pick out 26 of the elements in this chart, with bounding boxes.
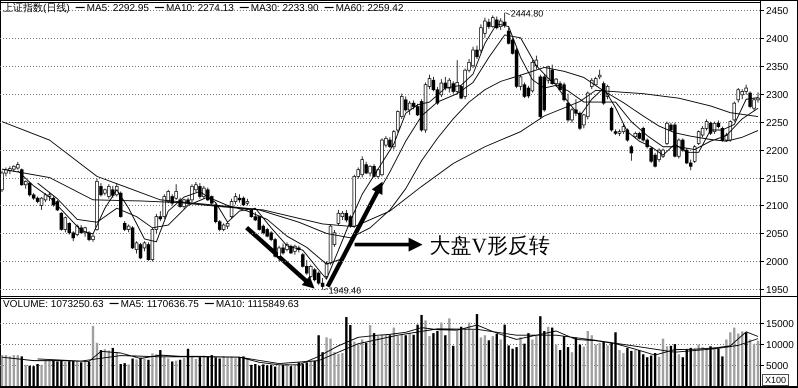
legend-label: MA10: 2274.13 (166, 3, 234, 14)
y-tick-label: 2050 (766, 229, 789, 240)
y-tick-label: 2000 (766, 257, 789, 268)
y-tick-label: 15000 (766, 319, 794, 330)
chart-title: 上证指数(日线) (3, 2, 70, 14)
text: X100 (765, 375, 786, 385)
y-tick-label: 2450 (766, 6, 789, 17)
y-tick-label: 2350 (766, 62, 789, 73)
annotation: 大盘V形反转 (430, 234, 550, 258)
y-tick-label: 2100 (766, 201, 789, 212)
y-tick-label: 2300 (766, 90, 789, 101)
y-tick-label: 2250 (766, 118, 789, 129)
annotation: 1949.46 (328, 286, 362, 296)
annotation: 2444.80 (510, 8, 544, 19)
legend-label: MA10: 1115849.63 (216, 299, 300, 310)
y-tick-label: 2200 (766, 146, 789, 157)
y-tick-label: 1950 (766, 285, 789, 296)
y-tick-label: 2400 (766, 34, 789, 45)
y-tick-label: 10000 (766, 340, 794, 351)
legend-label: MA5: 2292.95 (86, 3, 150, 14)
chart-title: VOLUME: 1073250.63 (3, 299, 104, 310)
legend-label: MA60: 2259.42 (336, 3, 404, 14)
legend-label: MA5: 1170636.75 (120, 299, 200, 310)
legend-label: MA30: 2233.90 (250, 3, 320, 14)
y-tick-label: 5000 (766, 361, 789, 372)
y-tick-label: 2150 (766, 174, 789, 185)
